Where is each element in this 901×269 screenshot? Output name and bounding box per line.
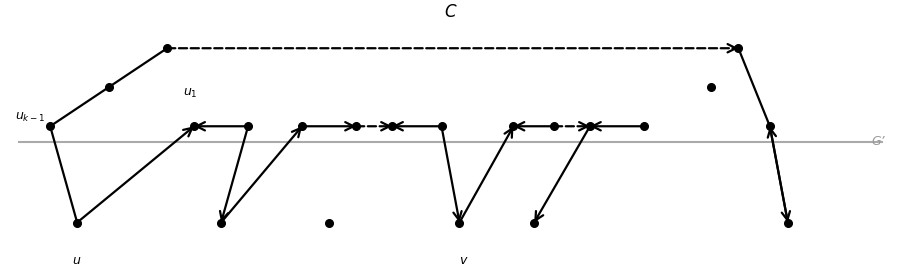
Text: C: C [445, 3, 456, 21]
Text: $u_{k-1}$: $u_{k-1}$ [15, 111, 46, 124]
Text: $u$: $u$ [72, 254, 82, 267]
Text: $u_1$: $u_1$ [183, 87, 198, 100]
Text: G’: G’ [871, 135, 885, 148]
Text: $v$: $v$ [460, 254, 469, 267]
